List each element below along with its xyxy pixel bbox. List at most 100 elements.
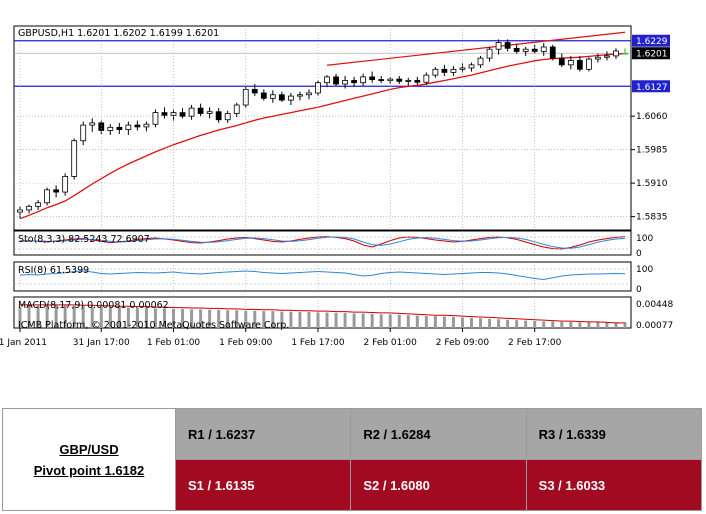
macd-bar (72, 305, 76, 328)
candle (549, 44, 556, 61)
candle-body (540, 46, 547, 52)
y-tick-label: 1.5835 (636, 213, 668, 223)
candle-body (342, 80, 348, 85)
moving-average-line (19, 53, 626, 220)
macd-bar (560, 321, 564, 328)
macd-bar (433, 316, 437, 328)
candle (161, 107, 168, 119)
x-tick-label: 2 Feb 17:00 (508, 338, 562, 348)
current-price-badge (632, 47, 670, 60)
macd-bar (361, 313, 365, 328)
macd-bar (289, 311, 293, 328)
candle (288, 92, 294, 106)
macd-bar (54, 304, 58, 328)
candle (396, 75, 403, 85)
candle (567, 55, 574, 70)
macd-bar (379, 314, 383, 328)
candle (486, 46, 493, 62)
candle-body (486, 48, 493, 59)
rsi-pane: 100 0 RSI(8) 61.5399 (13, 261, 653, 295)
candle (513, 43, 520, 54)
candle (414, 76, 421, 85)
indicator-label: Sto(8,3,3) 82.5243 72.6907 (18, 234, 150, 245)
macd-bar (370, 313, 374, 328)
candle-body (522, 48, 529, 52)
candle-body (297, 94, 303, 97)
candle (333, 73, 339, 86)
indicator-frame (13, 261, 632, 292)
candle-body (215, 111, 222, 121)
candle-body (432, 68, 439, 76)
indicator-line-rsi (19, 270, 626, 281)
pivot-point: Pivot point 1.6182 (33, 462, 145, 478)
candle (89, 118, 96, 132)
candle-body (179, 112, 186, 117)
candle-body (224, 113, 231, 121)
indicator-tick-label: 0 (636, 285, 642, 295)
indicator-tick-label: 100 (636, 265, 653, 275)
candle (306, 89, 312, 100)
macd-bar (108, 307, 112, 328)
candle-body (450, 68, 457, 73)
candle-body (351, 80, 357, 84)
candle-body (468, 64, 475, 69)
indicator-line-signal (19, 236, 626, 249)
candle (576, 55, 583, 72)
macd-bar (126, 307, 130, 328)
candle (197, 103, 204, 117)
current-price-label: 1.6201 (636, 50, 668, 60)
candle (44, 187, 50, 206)
macd-bar (208, 309, 212, 328)
candle (80, 121, 87, 146)
macd-bar (596, 322, 600, 328)
candle-body (441, 68, 448, 73)
candle-body (604, 55, 610, 58)
candle (342, 75, 348, 89)
macd-bar (442, 316, 446, 328)
candle-body (288, 95, 294, 101)
macd-bar (460, 317, 464, 328)
candle-body (504, 42, 511, 49)
candle-body (242, 88, 249, 106)
candle-body (269, 94, 276, 99)
watermark: ICMB Platform, © 2001-2010 MetaQuotes So… (18, 320, 289, 331)
macd-bar (235, 310, 239, 328)
candle-body (414, 80, 421, 83)
candle-body (576, 59, 583, 70)
indicator-frame (13, 296, 632, 329)
macd-bar (325, 312, 329, 328)
candle (369, 71, 376, 83)
candle-body (378, 79, 385, 81)
candle (360, 73, 367, 86)
macd-bar (587, 322, 591, 328)
y-tick-label: 1.6060 (636, 112, 668, 122)
macd-bar (217, 309, 221, 328)
macd-bar (542, 321, 546, 328)
candle (558, 53, 565, 68)
pivot-table: GBP/USD Pivot point 1.6182 R1 / 1.6237 R… (2, 408, 703, 511)
support-2: S2 / 1.6080 (350, 459, 527, 511)
candle-body (369, 76, 376, 80)
candle-body (116, 126, 123, 130)
macd-bar (226, 310, 230, 328)
candle (432, 67, 439, 78)
candle (405, 77, 412, 86)
candle (378, 75, 385, 84)
candle (35, 200, 41, 210)
macd-bar (343, 312, 347, 328)
x-tick-label: 1 Feb 09:00 (219, 338, 273, 348)
macd-bar (406, 315, 410, 328)
candle (522, 46, 529, 56)
macd-bar (153, 308, 157, 328)
macd-bar (144, 308, 148, 328)
macd-bar (415, 315, 419, 328)
candle (26, 204, 32, 214)
candle-body (260, 92, 267, 99)
support-3: S3 / 1.6033 (525, 459, 703, 511)
candle-body (71, 140, 78, 177)
macd-bar (45, 305, 49, 328)
macd-bar (117, 307, 121, 328)
macd-bar (181, 308, 185, 328)
macd-bar (135, 308, 139, 328)
indicator-tick-label: 0.00077 (636, 321, 673, 331)
